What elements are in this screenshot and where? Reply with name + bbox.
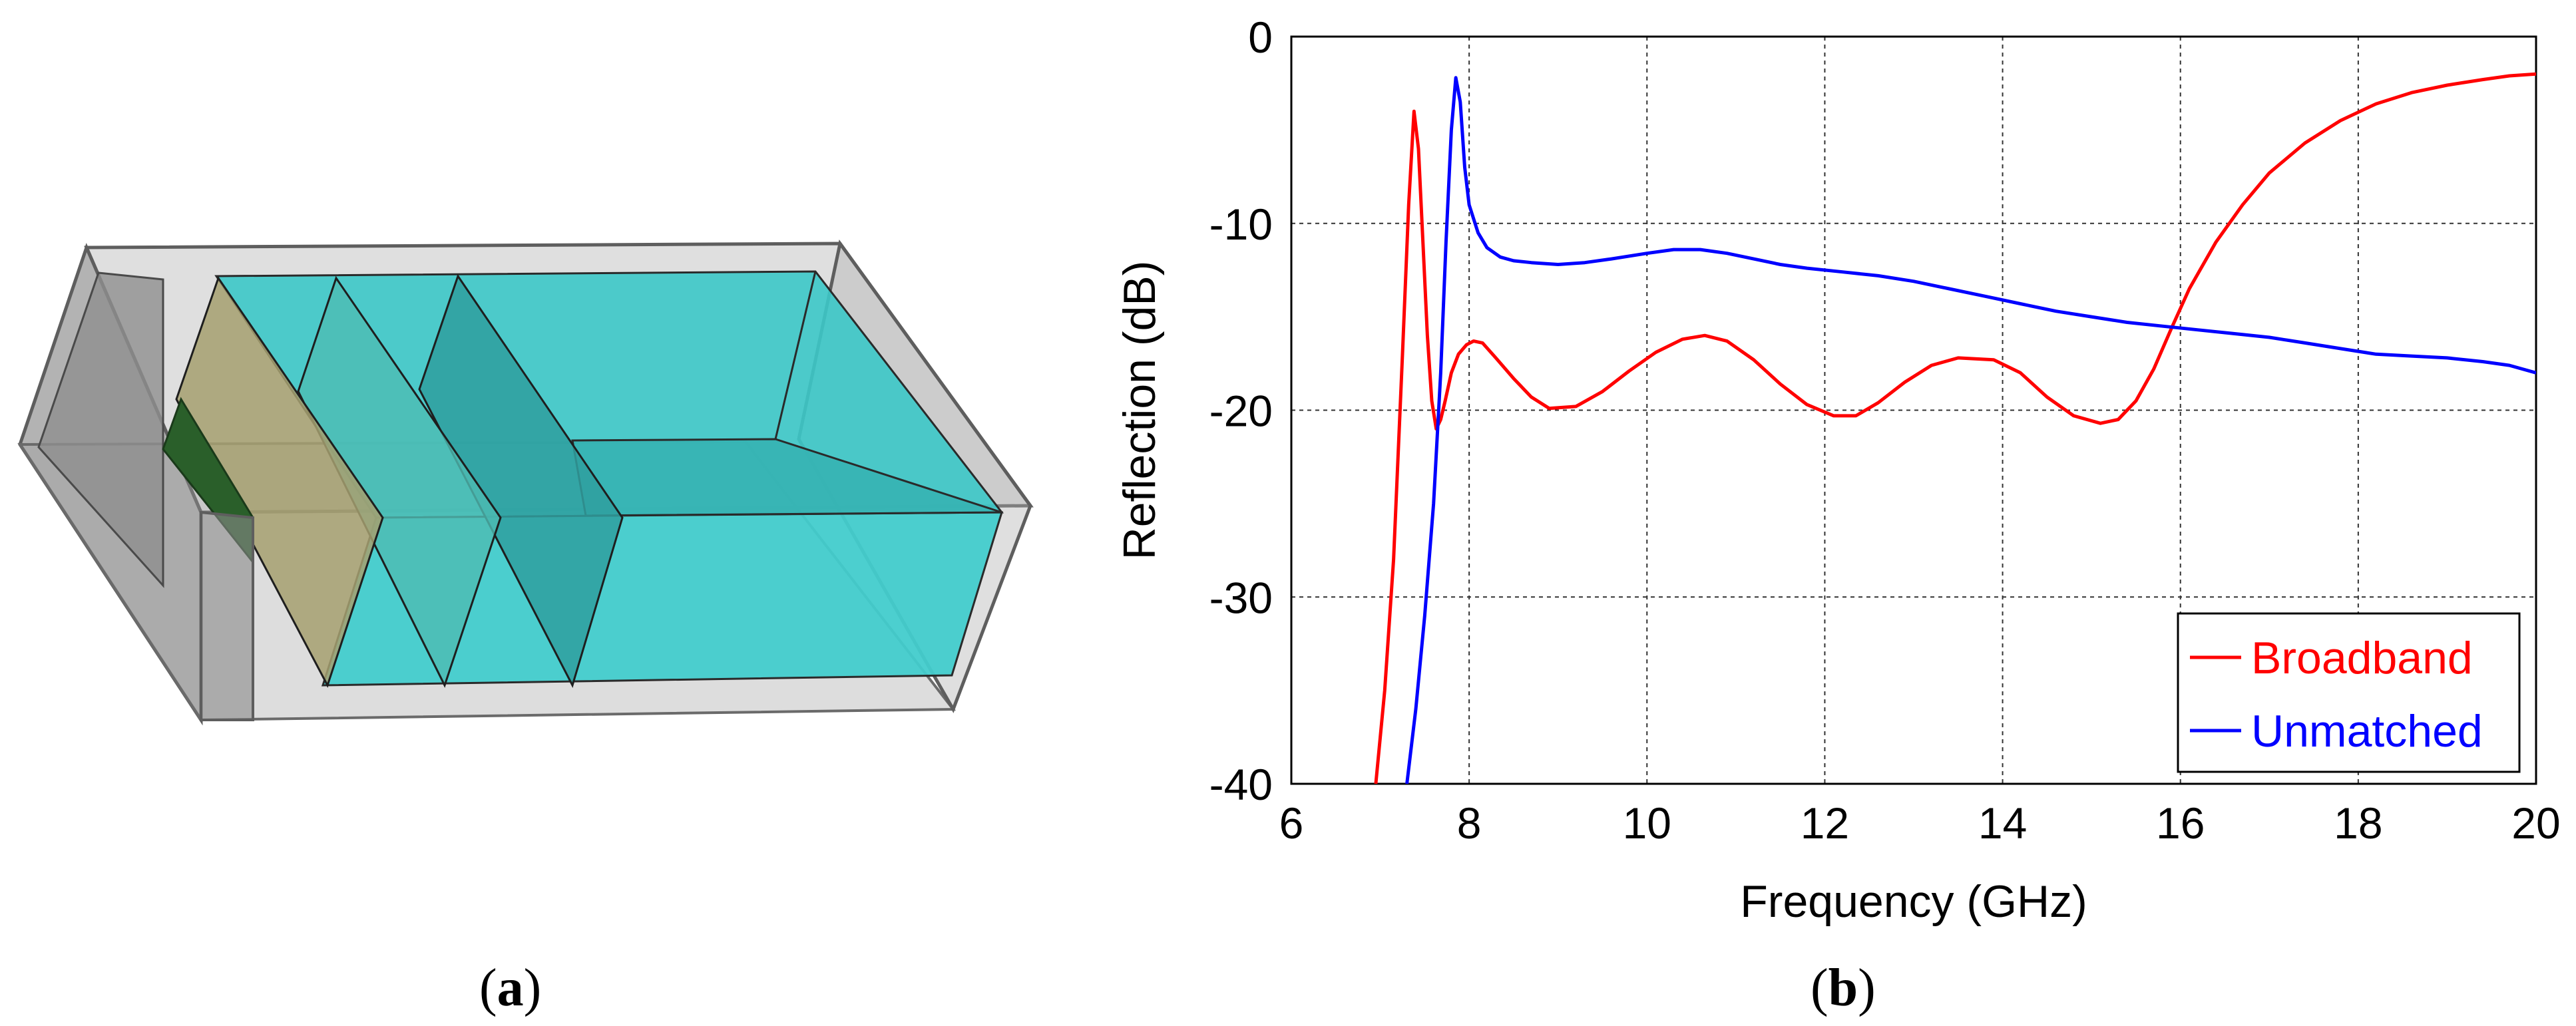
x-tick-label-2: 10 [1623, 798, 1671, 848]
y-axis-label: Reflection (dB) [1114, 261, 1165, 560]
legend-box [2177, 612, 2521, 773]
plot-area-frame [1290, 35, 2537, 785]
series-layer [1374, 72, 2536, 784]
x-tick-label-6: 18 [2334, 798, 2382, 848]
matching-layer-3 [418, 273, 624, 688]
chart-legend: Broadband Unmatched [2177, 612, 2521, 773]
x-tick-label-7: 20 [2511, 798, 2560, 848]
y-tick-label-4: -40 [1209, 760, 1273, 809]
x-tick-label-3: 12 [1801, 798, 1849, 848]
legend-label-broadband: Broadband [2251, 633, 2473, 683]
y-axis-ticks: 0 -10 -20 -30 -40 [1209, 13, 1273, 809]
y-tick-label-1: -10 [1209, 200, 1273, 249]
dielectric-edge [774, 271, 817, 440]
cavity-back-wall [37, 271, 164, 588]
caption-a-letter: a [497, 959, 524, 1017]
x-tick-label-5: 16 [2156, 798, 2205, 848]
y-tick-label-0: 0 [1248, 13, 1273, 62]
caption-b-letter: b [1828, 959, 1858, 1017]
y-tick-label-3: -30 [1209, 573, 1273, 622]
x-tick-label-4: 14 [1978, 798, 2027, 848]
caption-panel-a: (a) [479, 959, 542, 1017]
x-tick-label-0: 6 [1279, 798, 1304, 848]
legend-label-unmatched: Unmatched [2251, 706, 2483, 757]
reflection-chart: 0 -10 -20 -30 -40 6 8 10 12 14 16 18 20 Frequency (… [1114, 13, 2561, 927]
matching-layer-2 [297, 275, 502, 688]
waveguide-3d-model [17, 239, 1034, 726]
y-tick-label-2: -20 [1209, 387, 1273, 436]
caption-panel-b: (b) [1811, 959, 1876, 1017]
series-line-unmatched [1405, 76, 2536, 784]
series-line-broadband [1374, 72, 2536, 784]
x-tick-label-1: 8 [1457, 798, 1482, 848]
matching-layer-1 [175, 275, 384, 688]
x-axis-ticks: 6 8 10 12 14 16 18 20 [1279, 798, 2561, 848]
box-front-edge [200, 510, 254, 721]
x-axis-label: Frequency (GHz) [1740, 876, 2087, 927]
